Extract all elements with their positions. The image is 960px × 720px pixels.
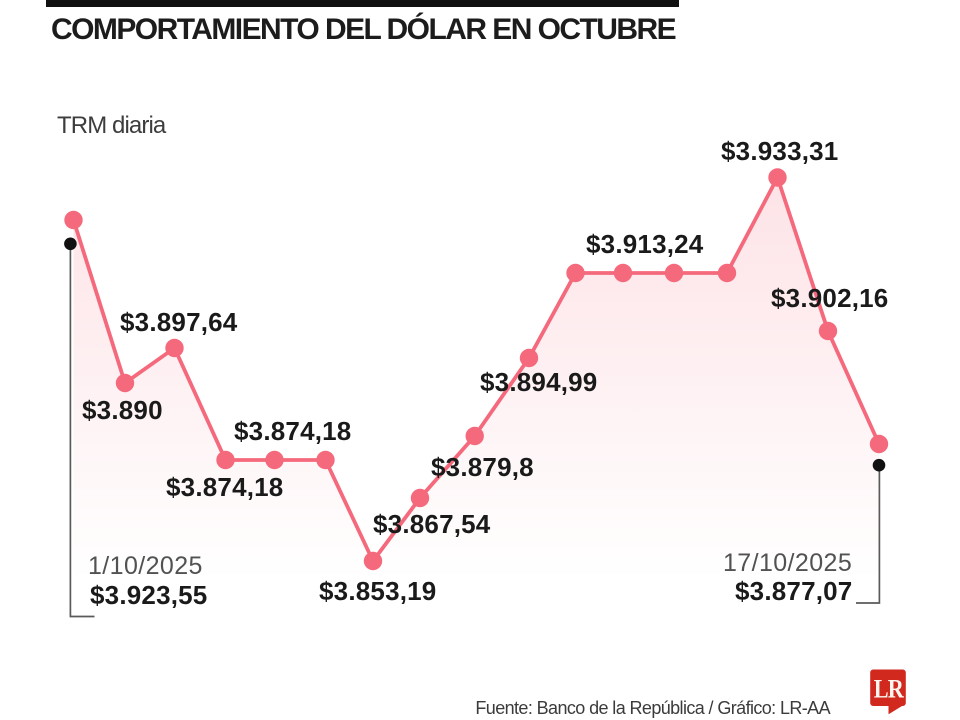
- svg-text:LR: LR: [874, 675, 904, 704]
